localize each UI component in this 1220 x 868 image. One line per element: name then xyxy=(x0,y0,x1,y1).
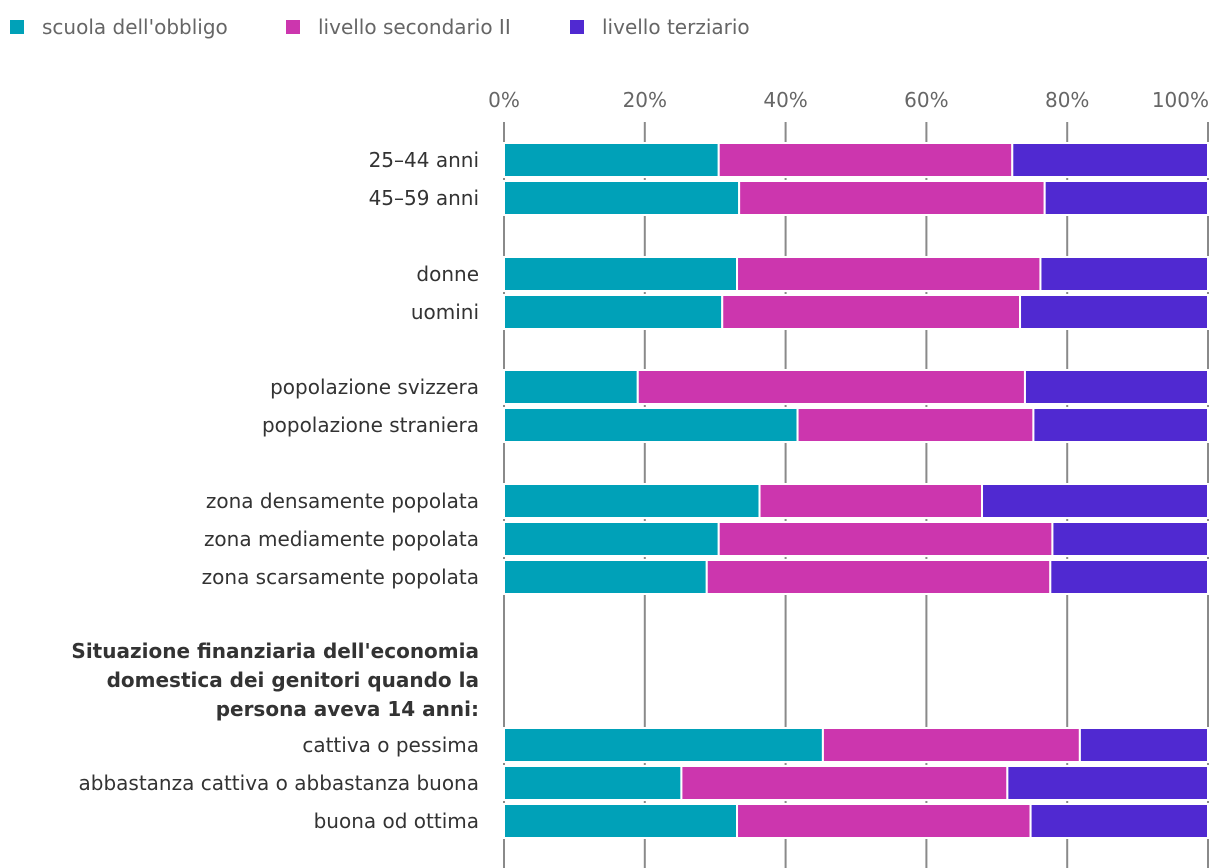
bar-3-series-0 xyxy=(503,294,724,330)
bar-5-series-0 xyxy=(503,407,799,443)
category-label-5: popolazione straniera xyxy=(262,413,479,437)
category-label-11: buona od ottima xyxy=(314,809,479,833)
group-heading-line-2: persona aveva 14 anni: xyxy=(216,697,479,721)
bar-6-series-0 xyxy=(503,483,761,519)
category-label-1: 45–59 anni xyxy=(369,186,479,210)
bar-10-series-2 xyxy=(1006,765,1209,801)
bar-5-series-1 xyxy=(796,407,1035,443)
bar-9-series-1 xyxy=(821,727,1081,763)
category-label-10: abbastanza cattiva o abbastanza buona xyxy=(79,771,480,795)
bars xyxy=(503,142,1210,839)
category-label-3: uomini xyxy=(411,300,479,324)
bar-1-series-0 xyxy=(503,180,741,216)
bar-7-series-1 xyxy=(717,521,1054,557)
bar-5-series-2 xyxy=(1032,407,1209,443)
x-tick-label-3: 60% xyxy=(904,88,948,112)
bar-10-series-1 xyxy=(680,765,1009,801)
category-label-8: zona scarsamente popolata xyxy=(202,565,479,589)
bar-4-series-1 xyxy=(636,369,1026,405)
group-heading: Situazione finanziaria dell'economia dome… xyxy=(71,639,479,721)
bar-11-series-2 xyxy=(1029,803,1210,839)
bar-9-series-0 xyxy=(503,727,824,763)
category-label-6: zona densamente popolata xyxy=(206,489,479,513)
category-label-4: popolazione svizzera xyxy=(270,375,479,399)
x-tick-label-1: 20% xyxy=(623,88,667,112)
bar-8-series-1 xyxy=(705,559,1052,595)
bar-9-series-2 xyxy=(1078,727,1209,763)
bar-1-series-2 xyxy=(1043,180,1209,216)
bar-0-series-0 xyxy=(503,142,720,178)
group-heading-line-1: domestica dei genitori quando la xyxy=(107,668,479,692)
legend-label-1: livello secondario II xyxy=(318,15,511,39)
bar-1-series-1 xyxy=(738,180,1046,216)
x-axis-ticks: 0% 20% 40% 60% 80% 100% xyxy=(488,88,1209,112)
bar-4-series-0 xyxy=(503,369,639,405)
bar-3-series-2 xyxy=(1019,294,1209,330)
x-tick-label-5: 100% xyxy=(1152,88,1209,112)
bar-11-series-1 xyxy=(736,803,1032,839)
bar-2-series-0 xyxy=(503,256,739,292)
bar-0-series-2 xyxy=(1011,142,1210,178)
bar-7-series-2 xyxy=(1051,521,1210,557)
bar-0-series-1 xyxy=(717,142,1014,178)
legend-swatch-0 xyxy=(10,20,24,34)
category-label-2: donne xyxy=(416,262,479,286)
bar-4-series-2 xyxy=(1023,369,1209,405)
bar-2-series-2 xyxy=(1039,256,1209,292)
category-label-0: 25–44 anni xyxy=(369,148,479,172)
legend: scuola dell'obbligo livello secondario II… xyxy=(10,15,750,39)
bar-11-series-0 xyxy=(503,803,739,839)
legend-swatch-2 xyxy=(570,20,584,34)
bar-10-series-0 xyxy=(503,765,683,801)
bar-8-series-2 xyxy=(1049,559,1209,595)
legend-swatch-1 xyxy=(286,20,300,34)
x-tick-label-0: 0% xyxy=(488,88,520,112)
bar-6-series-1 xyxy=(758,483,984,519)
x-tick-label-2: 40% xyxy=(763,88,807,112)
legend-label-0: scuola dell'obbligo xyxy=(42,15,228,39)
category-labels: 25–44 anni 45–59 anni donne uomini popolazio… xyxy=(79,148,480,833)
legend-label-2: livello terziario xyxy=(602,15,750,39)
group-heading-line-0: Situazione finanziaria dell'economia xyxy=(71,639,479,663)
bar-7-series-0 xyxy=(503,521,720,557)
bar-2-series-1 xyxy=(736,256,1042,292)
category-label-9: cattiva o pessima xyxy=(302,733,479,757)
x-tick-label-4: 80% xyxy=(1045,88,1089,112)
bar-3-series-1 xyxy=(721,294,1022,330)
bar-6-series-2 xyxy=(981,483,1209,519)
bar-8-series-0 xyxy=(503,559,708,595)
category-label-7: zona mediamente popolata xyxy=(204,527,479,551)
